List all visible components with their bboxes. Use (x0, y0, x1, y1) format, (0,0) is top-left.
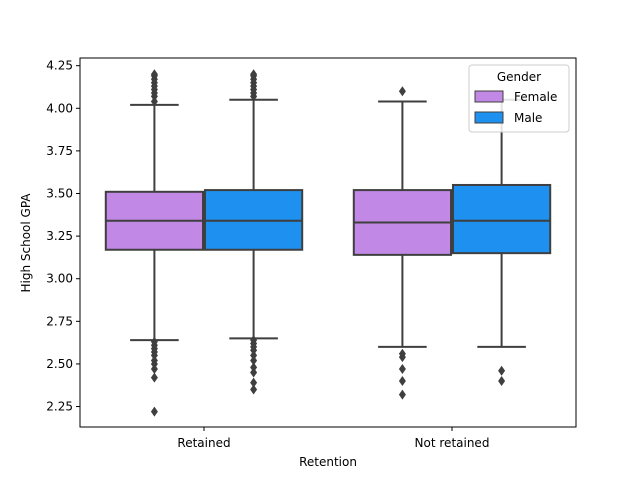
legend-swatch-female (474, 90, 504, 103)
outlier-point (250, 335, 258, 346)
outlier-point (150, 372, 158, 383)
x-tick-label: Not retained (415, 436, 490, 450)
y-tick-label: 3.00 (46, 272, 73, 286)
outlier-point (150, 69, 158, 80)
outlier-point (498, 375, 506, 386)
outlier-point (498, 365, 506, 376)
outlier-point (150, 355, 158, 366)
outlier-point (398, 389, 406, 400)
x-axis: Retained Not retained (177, 427, 489, 450)
x-axis-label: Retention (299, 455, 357, 469)
outlier-point (398, 86, 406, 97)
x-tick-label: Retained (177, 436, 230, 450)
outlier-point (150, 336, 158, 347)
outlier-point (398, 375, 406, 386)
legend-label-male: Male (514, 111, 542, 125)
legend-title: Gender (497, 70, 541, 84)
y-tick-label: 2.75 (46, 314, 73, 328)
y-tick-label: 3.50 (46, 186, 73, 200)
y-tick-label: 3.25 (46, 229, 73, 243)
y-tick-label: 2.50 (46, 357, 73, 371)
outlier-point (250, 69, 258, 80)
box-female-1 (104, 69, 205, 417)
box-male-2 (451, 98, 552, 386)
outlier-point (150, 96, 158, 107)
outlier-point (250, 355, 258, 366)
outlier-point (250, 350, 258, 361)
y-tick-label: 4.25 (46, 59, 73, 73)
y-tick-label: 2.25 (46, 400, 73, 414)
outlier-point (250, 377, 258, 388)
legend-swatch-male (474, 111, 504, 124)
y-axis-label: High School GPA (19, 193, 33, 293)
legend: Gender Female Male (468, 64, 570, 133)
outlier-point (250, 362, 258, 373)
outlier-point (250, 384, 258, 395)
outlier-point (150, 406, 158, 417)
box-female-2 (352, 86, 453, 400)
y-axis: 2.25 2.50 2.75 3.00 3.25 3.50 3.75 4.00 4.25 (46, 59, 80, 414)
axes-frame (79, 57, 577, 428)
plot-area (104, 69, 552, 417)
outlier-point (150, 364, 158, 375)
y-tick-label: 3.75 (46, 144, 73, 158)
legend-label-female: Female (514, 90, 557, 104)
box-iqr (451, 183, 552, 255)
outlier-point (398, 348, 406, 359)
y-tick-label: 4.00 (46, 101, 73, 115)
outlier-point (398, 364, 406, 375)
box-male-1 (203, 69, 304, 395)
outlier-point (250, 367, 258, 378)
